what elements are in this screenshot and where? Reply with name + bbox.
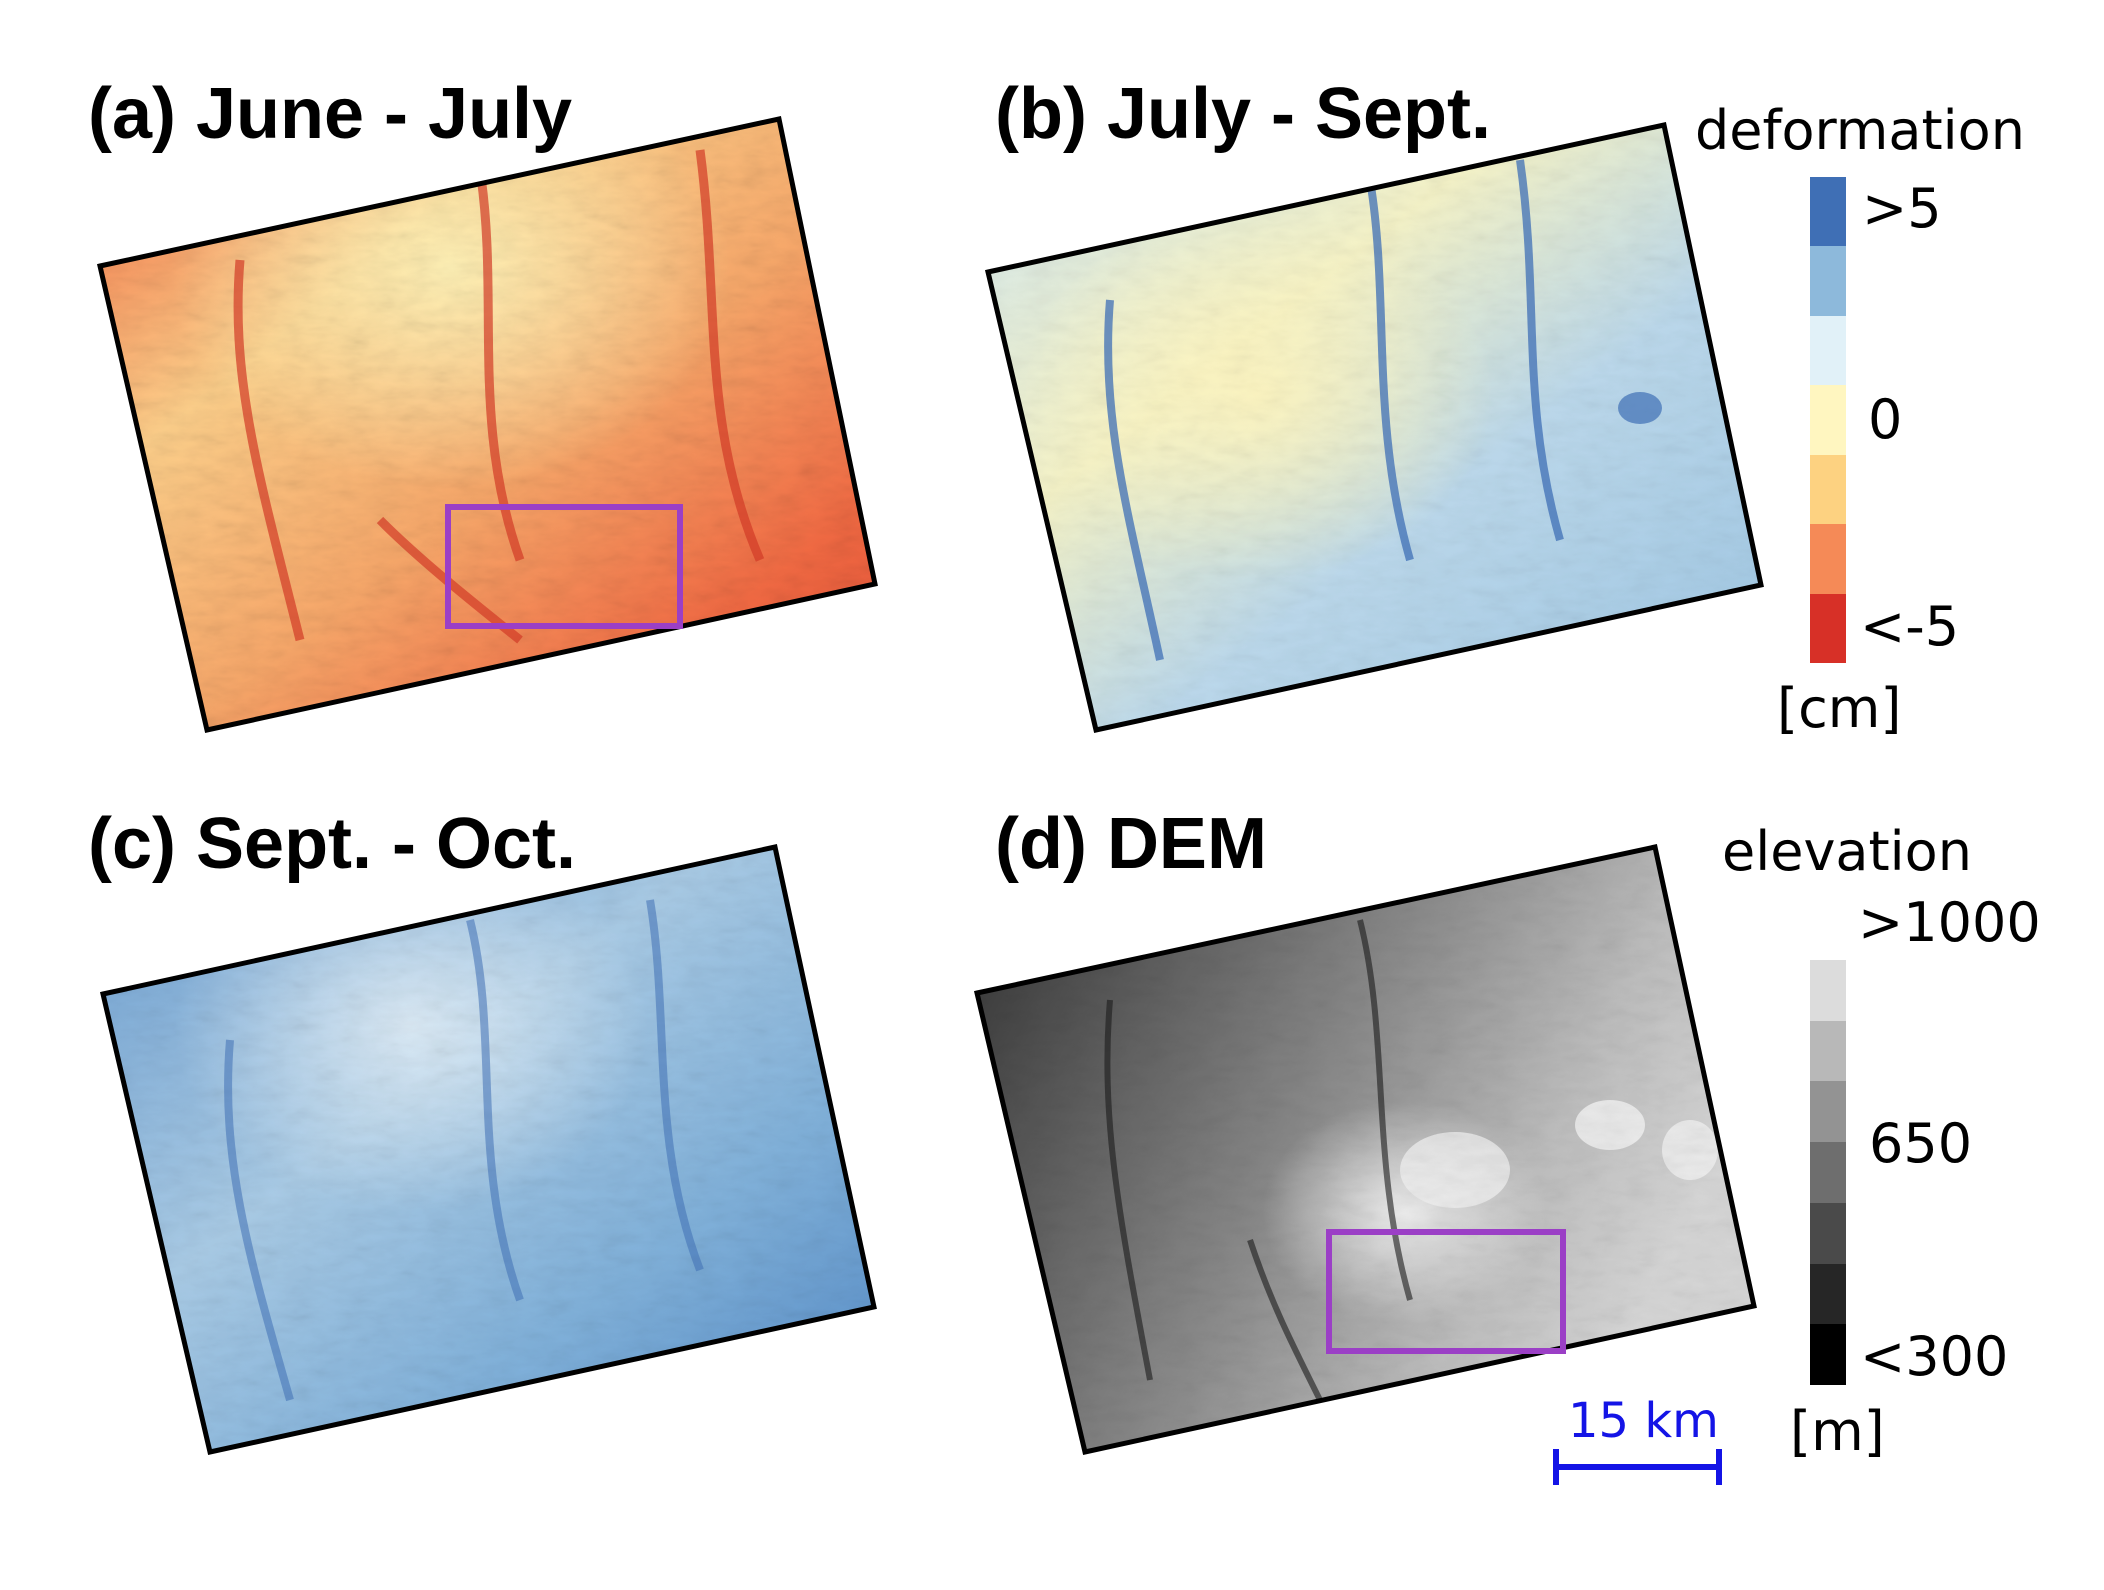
- elevation-swatch: [1810, 1324, 1846, 1385]
- panel-c-title: (c) Sept. - Oct.: [88, 804, 577, 884]
- elevation-swatch: [1810, 1263, 1846, 1325]
- panel-c-map: [103, 847, 874, 1452]
- elevation-swatch: [1810, 1202, 1846, 1264]
- panel-c-frame: [99, 844, 877, 1455]
- panel-d-map: [977, 847, 1754, 1452]
- scale-bar-label: 15 km: [1568, 1393, 1719, 1449]
- panel-a-title: (a) June - July: [88, 74, 573, 154]
- deformation-label-zero: 0: [1868, 388, 1903, 451]
- deformation-swatch: [1810, 177, 1846, 247]
- elevation-swatch: [1810, 1081, 1846, 1142]
- deformation-legend-title: deformation: [1695, 99, 2025, 162]
- deformation-label-min: <-5: [1860, 595, 1960, 658]
- elevation-unit: [m]: [1790, 1400, 1885, 1463]
- panel-d-highlight-box: [1326, 1229, 1566, 1354]
- scale-bar: [1553, 1449, 1722, 1485]
- panel-a-map: [100, 119, 875, 730]
- elevation-swatch: [1810, 1142, 1846, 1203]
- elevation-swatch: [1810, 1020, 1846, 1082]
- elevation-label-mid: 650: [1869, 1112, 1973, 1175]
- panel-a-frame: [96, 116, 878, 733]
- deformation-swatch: [1810, 524, 1846, 594]
- elevation-label-min: <300: [1860, 1325, 2009, 1388]
- deformation-swatch: [1810, 315, 1846, 386]
- elevation-legend-title: elevation: [1722, 820, 1972, 883]
- deformation-colorbar: [1810, 177, 1846, 663]
- panel-b-frame: [984, 122, 1764, 733]
- deformation-label-max: >5: [1862, 177, 1942, 240]
- elevation-swatch: [1810, 899, 1846, 960]
- panel-a-highlight-box: [445, 504, 683, 629]
- elevation-colorbar: [1810, 899, 1846, 1385]
- panel-d-frame: [973, 844, 1757, 1455]
- deformation-swatch: [1810, 246, 1846, 316]
- panel-b-title: (b) July - Sept.: [995, 74, 1492, 154]
- elevation-swatch: [1810, 959, 1846, 1021]
- panel-b-map: [988, 125, 1761, 730]
- deformation-unit: [cm]: [1777, 677, 1902, 740]
- elevation-label-max: >1000: [1858, 891, 2041, 954]
- deformation-swatch: [1810, 593, 1846, 663]
- deformation-swatch: [1810, 385, 1846, 455]
- deformation-swatch: [1810, 454, 1846, 525]
- panel-d-title: (d) DEM: [995, 804, 1267, 884]
